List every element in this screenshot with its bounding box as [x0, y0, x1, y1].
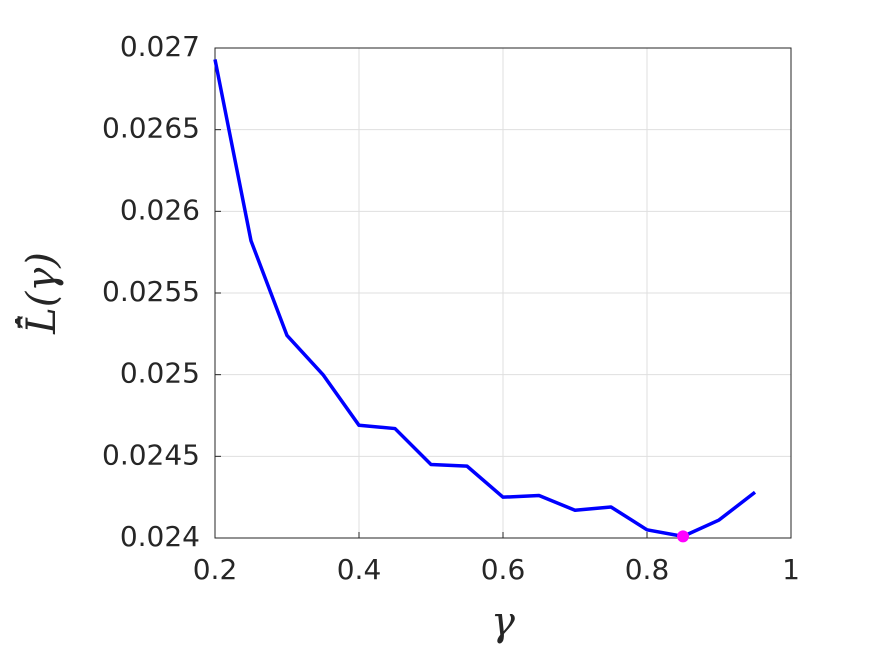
min-marker [677, 530, 689, 543]
y-tick-label: 0.025 [120, 357, 200, 390]
x-axis-label: γ [491, 599, 515, 645]
x-tick-label: 0.8 [625, 553, 670, 586]
y-tick-label: 0.0255 [102, 275, 200, 308]
y-tick-label: 0.024 [120, 520, 200, 553]
y-tick-label: 0.026 [120, 193, 200, 226]
plot-frame [214, 47, 792, 539]
x-tick-label: 0.4 [337, 553, 382, 586]
y-tick-label: 0.0265 [102, 112, 200, 145]
y-tick-label: 0.027 [120, 30, 200, 63]
data-line [213, 59, 757, 539]
y-tick-label: 0.0245 [102, 438, 200, 471]
y-axis-label: L̄̂(γ) [17, 252, 65, 335]
x-tick-label: 1 [782, 553, 800, 586]
x-tick-label: 0.2 [193, 553, 238, 586]
x-tick-label: 0.6 [481, 553, 526, 586]
